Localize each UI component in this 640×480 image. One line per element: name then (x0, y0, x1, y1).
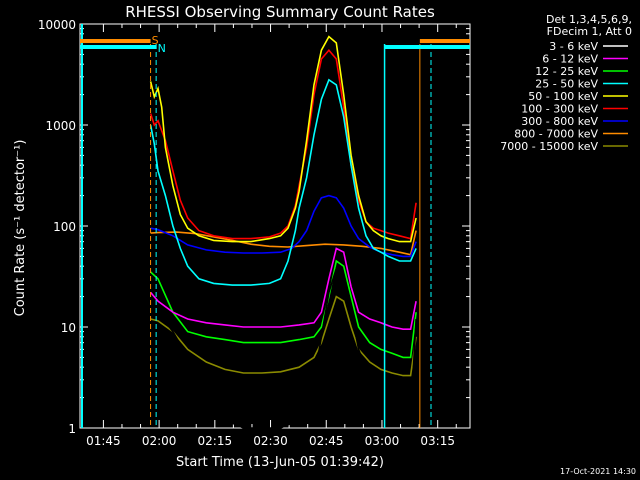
legend-label: 3 - 6 keV (549, 40, 598, 53)
x-tick-label: 02:15 (198, 434, 233, 448)
y-tick-label: 100 (53, 220, 76, 234)
x-tick-label: 03:00 (365, 434, 400, 448)
attenuator-flags: SN (80, 24, 470, 428)
flag-label-n: N (158, 42, 166, 55)
x-tick-label: 03:15 (420, 434, 455, 448)
legend-label: 300 - 800 keV (521, 115, 598, 128)
legend-label: 800 - 7000 keV (514, 128, 598, 141)
timestamp: 17-Oct-2021 14:30 (560, 467, 636, 476)
chart-title: RHESSI Observing Summary Count Rates (125, 3, 435, 21)
x-tick-label: 02:30 (253, 434, 288, 448)
legend-label: 7000 - 15000 keV (500, 140, 598, 153)
legend-label: 25 - 50 keV (535, 78, 598, 91)
legend-header: Det 1,3,4,5,6,9, (546, 13, 632, 26)
y-tick-label: 1000 (45, 119, 76, 133)
legend-label: 50 - 100 keV (528, 90, 598, 103)
legend-header: FDecim 1, Att 0 (547, 25, 632, 38)
series-line (149, 35, 417, 243)
legend-label: 12 - 25 keV (535, 65, 598, 78)
x-tick-label: 02:45 (309, 434, 344, 448)
legend-label: 100 - 300 keV (521, 103, 598, 116)
flag-label-s: S (152, 34, 159, 47)
y-tick-label: 10 (61, 321, 76, 335)
series-line (150, 230, 417, 256)
x-axis-label: Start Time (13-Jun-05 01:39:42) (176, 455, 384, 470)
series-line (149, 48, 417, 240)
series-line (149, 78, 417, 286)
y-axis-label: Count Rate (s⁻¹ detector⁻¹) (13, 140, 28, 317)
x-tick-label: 02:00 (142, 434, 177, 448)
legend: Det 1,3,4,5,6,9,FDecim 1, Att 0 3 - 6 keV… (500, 13, 632, 153)
legend-label: 6 - 12 keV (542, 53, 598, 66)
x-tick-label: 01:45 (86, 434, 121, 448)
y-tick-label: 1 (68, 422, 76, 436)
axes: 1 10 100 1000 10000 01:45 02:00 02:15 02:30 02:45… (38, 18, 471, 448)
y-tick-label: 10000 (38, 18, 76, 32)
